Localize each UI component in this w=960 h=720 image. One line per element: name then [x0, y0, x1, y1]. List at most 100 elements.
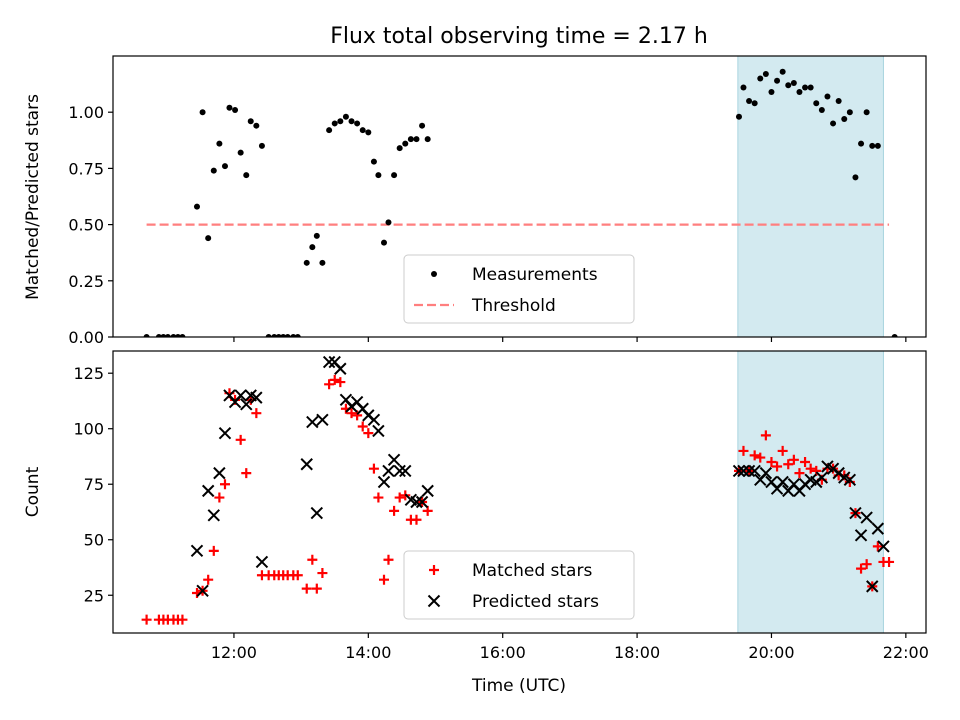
- matched-star-point: [352, 410, 363, 421]
- y-tick-label: 1.00: [68, 103, 104, 122]
- predicted-star-point: [732, 464, 746, 478]
- measurement-point: [740, 84, 747, 91]
- measurement-point: [375, 172, 382, 179]
- y-tick-label: 125: [73, 364, 104, 383]
- predicted-star-point: [213, 466, 226, 480]
- matched-star-point: [307, 554, 318, 565]
- matched-star-point: [422, 505, 433, 516]
- matched-star-point: [394, 492, 405, 503]
- measurement-point: [841, 115, 848, 122]
- predicted-star-point: [759, 466, 773, 480]
- matched-star-point: [311, 583, 322, 594]
- predicted-star-point: [843, 473, 857, 486]
- predicted-star-point: [372, 424, 385, 438]
- predicted-star-point: [334, 362, 347, 375]
- predicted-star-point: [240, 398, 253, 411]
- matched-star-point: [241, 468, 252, 479]
- matched-star-point: [856, 563, 867, 574]
- measurement-point: [331, 120, 338, 127]
- predicted-star-point: [410, 495, 423, 509]
- y-axis-label: Matched/Predicted stars: [23, 94, 43, 300]
- matched-star-point: [749, 450, 760, 461]
- measurement-point: [342, 113, 349, 120]
- measurement-point: [874, 142, 881, 149]
- measurement-point: [199, 109, 206, 116]
- measurement-point: [891, 334, 898, 337]
- measurement-point: [216, 140, 223, 147]
- matched-star-point: [317, 568, 328, 579]
- measurement-point: [265, 334, 272, 337]
- matched-star-point: [292, 570, 303, 581]
- measurement-point: [294, 334, 301, 337]
- measurement-point: [174, 334, 181, 337]
- predicted-star-point: [776, 475, 789, 489]
- matched-star-point: [738, 445, 749, 456]
- axes-frame: [112, 55, 927, 338]
- measurement-point: [313, 232, 320, 239]
- measurement-point: [232, 106, 239, 113]
- predicted-star-point: [382, 464, 395, 478]
- measurement-point: [210, 167, 217, 174]
- matched-star-point: [235, 434, 246, 445]
- predicted-star-point: [393, 464, 406, 478]
- predicted-star-point: [737, 464, 750, 478]
- y-tick-label: 100: [73, 420, 104, 439]
- predicted-star-point: [415, 495, 429, 509]
- predicted-star-point: [387, 453, 401, 467]
- measurement-point: [303, 259, 310, 266]
- measurement-point: [243, 172, 250, 179]
- measurement-point: [858, 140, 865, 147]
- measurement-point: [205, 235, 212, 242]
- predicted-star-point: [871, 522, 885, 535]
- highlight-span: [737, 350, 884, 634]
- matched-star-point: [251, 408, 262, 419]
- matched-star-point: [800, 457, 811, 468]
- measurement-point: [751, 100, 758, 107]
- measurement-point: [807, 84, 814, 91]
- measurement-point: [768, 88, 775, 95]
- x-tick-label: 22:00: [883, 643, 929, 662]
- matched-star-point: [383, 554, 394, 565]
- matched-star-point: [219, 479, 230, 490]
- matched-star-point: [811, 465, 822, 476]
- measurement-point: [155, 334, 162, 337]
- predicted-star-point: [201, 484, 215, 498]
- y-tick-label: 75: [84, 475, 104, 494]
- matched-star-point: [760, 430, 771, 441]
- measurement-point: [326, 127, 333, 134]
- legend-label: Measurements: [472, 265, 598, 285]
- predicted-star-point: [399, 464, 412, 478]
- measurement-point: [735, 113, 742, 120]
- measurement-point: [237, 149, 244, 156]
- matched-star-point: [788, 454, 799, 465]
- legend: Matched stars Predicted stars: [403, 550, 635, 620]
- predicted-star-point: [255, 555, 269, 569]
- measurement-point: [830, 120, 837, 127]
- matched-star-point: [805, 463, 816, 474]
- measurement-point: [413, 136, 420, 143]
- legend-box: [403, 254, 635, 324]
- predicted-star-point: [815, 471, 829, 484]
- predicted-star-point: [854, 529, 868, 542]
- data-points: [141, 355, 895, 625]
- legend-measurements-marker: [431, 271, 437, 277]
- measurement-point: [365, 129, 372, 136]
- measurement-point: [863, 109, 870, 116]
- y-tick-label: 50: [84, 531, 104, 550]
- measurement-point: [271, 334, 278, 337]
- predicted-star-point: [196, 584, 209, 598]
- measurement-point: [407, 136, 414, 143]
- matched-star-point: [861, 559, 872, 570]
- measurement-point: [757, 75, 764, 82]
- matched-star-point: [411, 514, 422, 525]
- measurement-point: [179, 334, 186, 337]
- predicted-star-point: [310, 506, 324, 520]
- x-tick-label: 14:00: [345, 643, 391, 662]
- measurement-point: [424, 136, 431, 143]
- measurement-point: [221, 163, 228, 170]
- x-axis-label: Time (UTC): [471, 676, 566, 696]
- y-tick-label: 0.00: [68, 328, 104, 347]
- legend-label: Predicted stars: [472, 592, 599, 612]
- measurement-point: [779, 68, 786, 75]
- matched-star-point: [777, 445, 788, 456]
